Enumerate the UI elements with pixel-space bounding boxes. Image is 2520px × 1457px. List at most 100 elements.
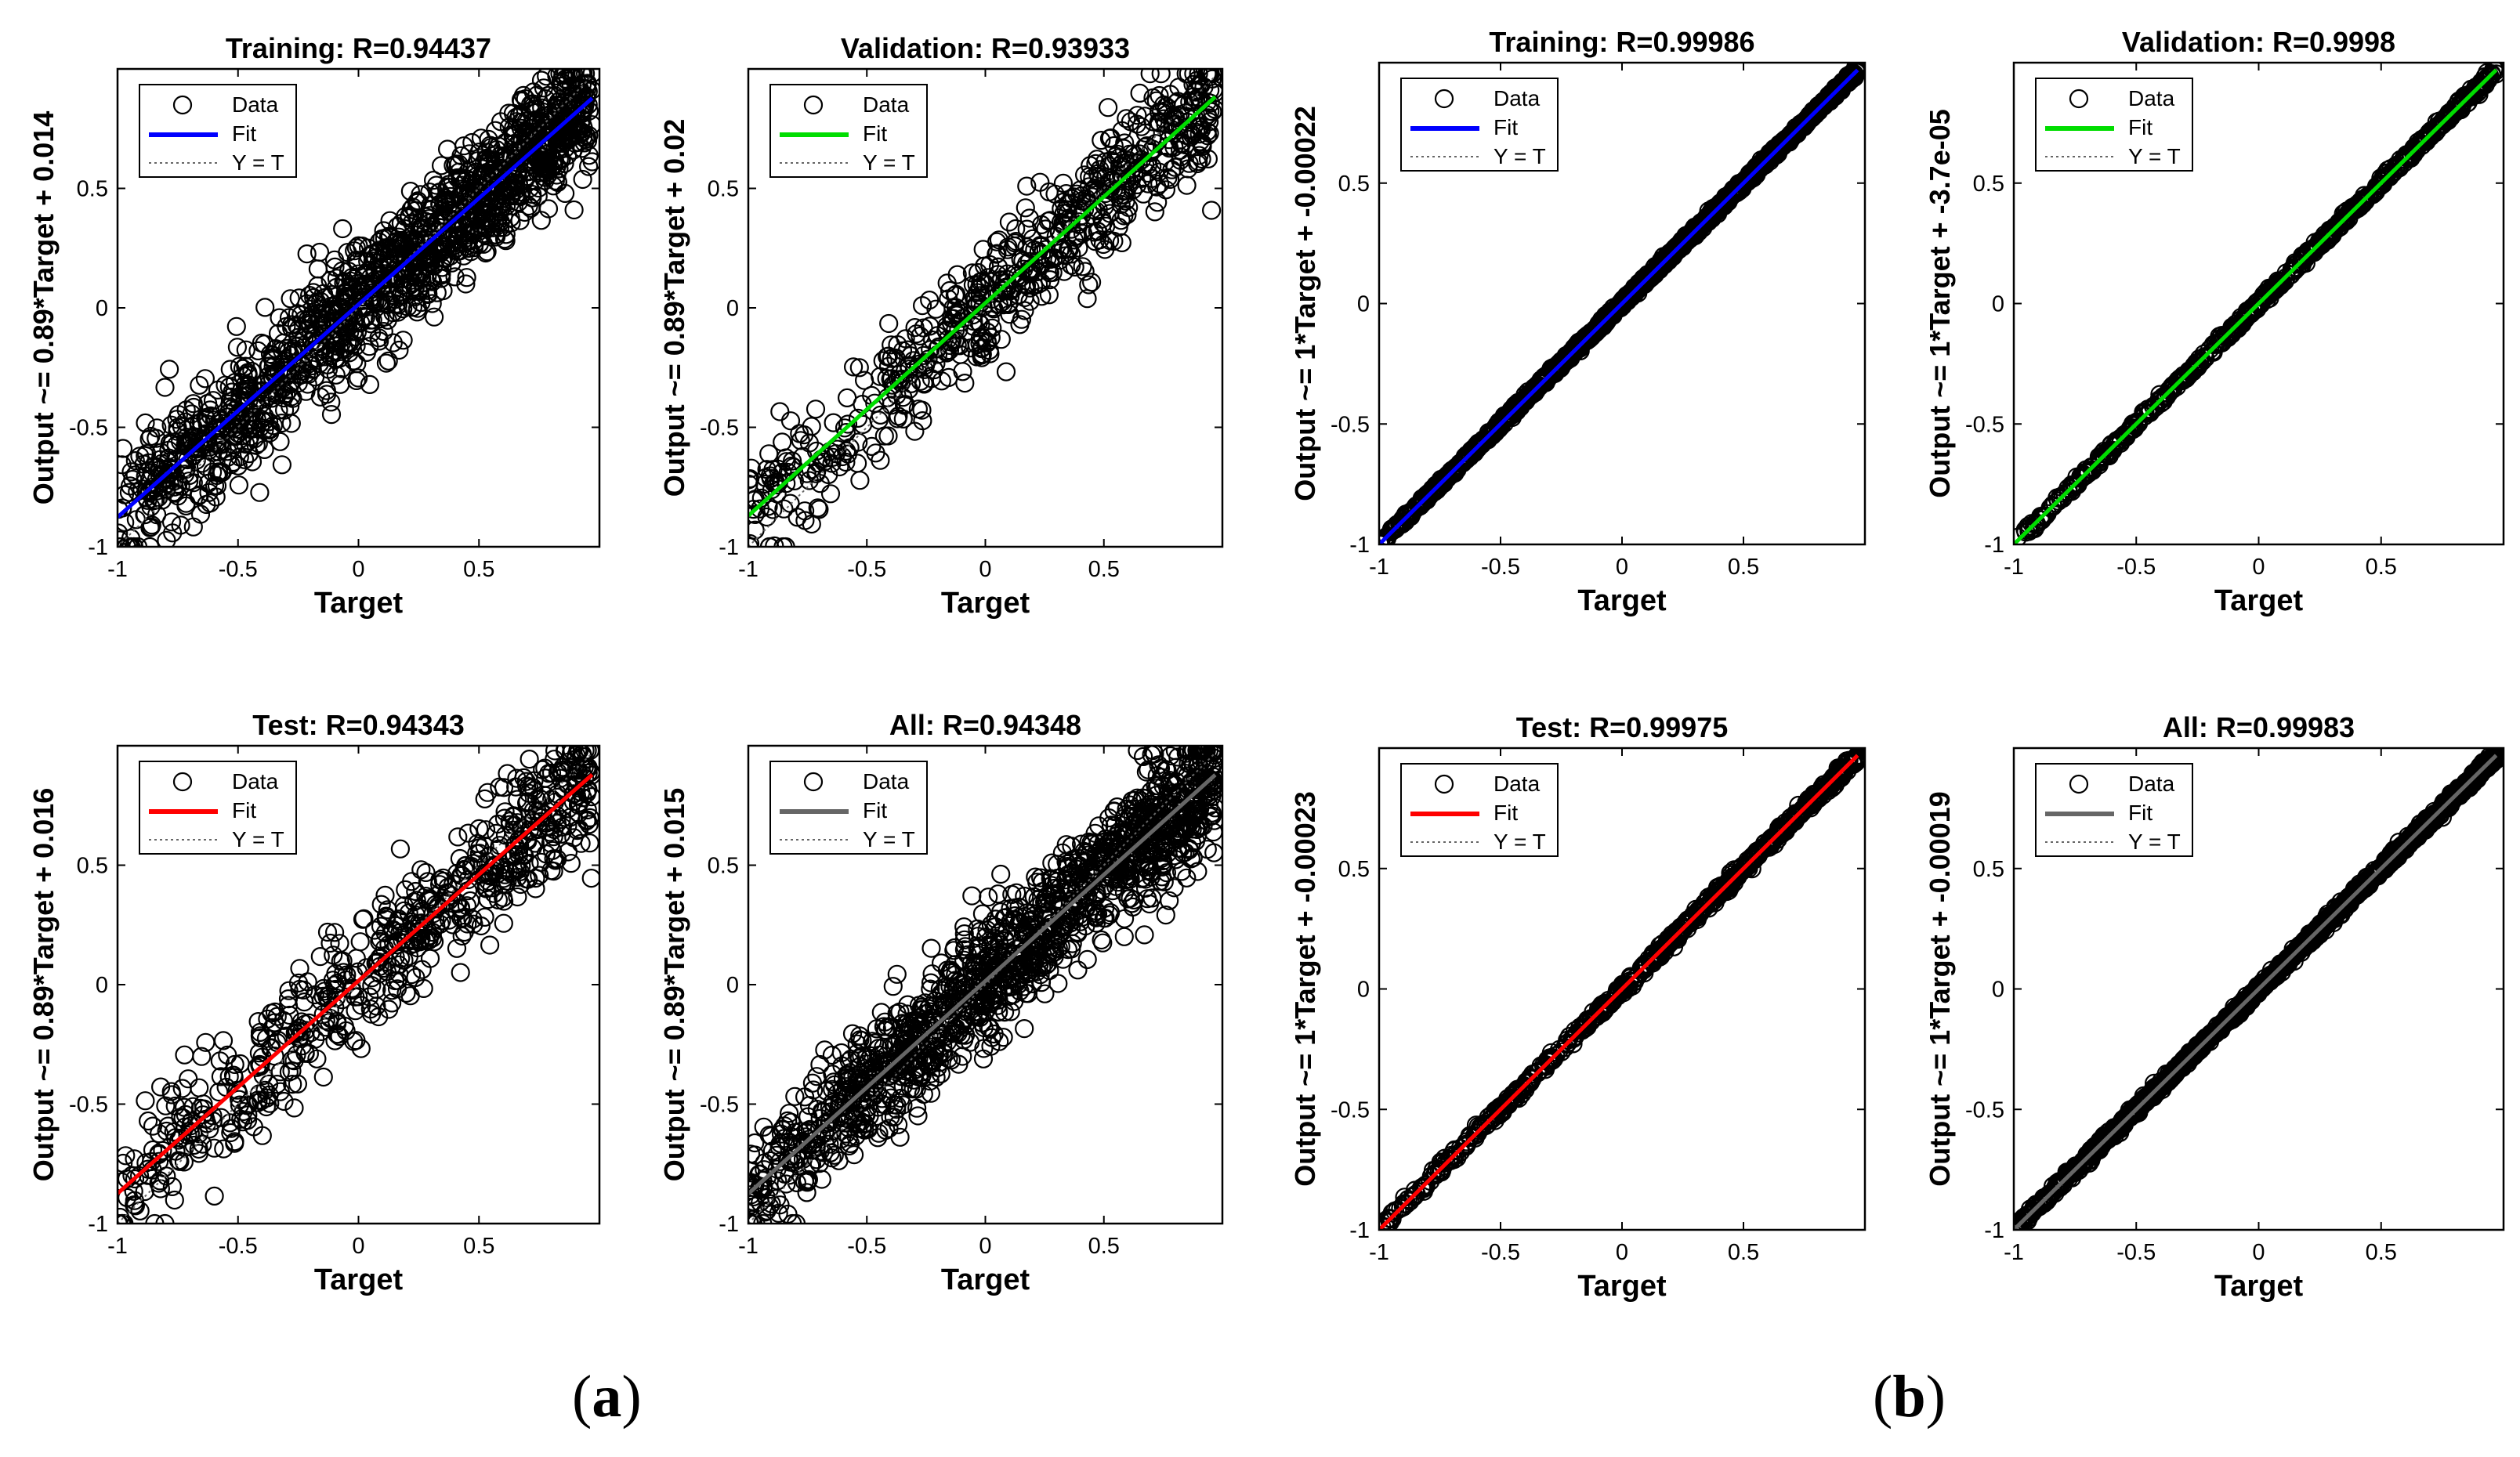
data-point (302, 360, 322, 379)
data-point (476, 243, 495, 263)
data-point (2014, 527, 2028, 544)
data-point (255, 298, 275, 317)
data-point (535, 758, 555, 778)
data-point (139, 1111, 158, 1131)
data-point (1038, 212, 1058, 231)
data-point (363, 310, 382, 330)
data-point (490, 218, 510, 237)
data-point (225, 1054, 244, 1075)
data-point (476, 820, 496, 840)
data-point (448, 827, 468, 847)
data-point (221, 1123, 241, 1143)
data-point (285, 1023, 305, 1043)
data-point (2237, 306, 2257, 325)
legend-data-marker (1434, 89, 1454, 109)
data-point (225, 1132, 244, 1152)
data-point (996, 362, 1016, 381)
data-point (325, 923, 345, 942)
data-point (806, 400, 826, 419)
data-point (219, 1067, 239, 1086)
data-point (130, 1201, 150, 1221)
data-point (1095, 183, 1116, 204)
data-point (1017, 176, 1037, 196)
data-point (2347, 197, 2366, 217)
data-point (1198, 69, 1218, 84)
data-point (987, 244, 1006, 264)
data-point (2475, 72, 2494, 92)
data-point (287, 316, 306, 335)
data-point (548, 784, 567, 804)
data-point (320, 933, 340, 953)
data-point (1426, 475, 1446, 495)
data-point (178, 1125, 197, 1145)
data-point (1465, 443, 1484, 463)
data-point (342, 980, 361, 1000)
data-point (320, 985, 339, 1005)
data-point (208, 462, 228, 482)
legend-label: Data (232, 92, 279, 117)
data-point (229, 475, 248, 495)
data-point (1084, 222, 1104, 242)
data-point (569, 132, 588, 152)
data-point (140, 537, 160, 547)
data-point (750, 499, 770, 519)
data-point (326, 964, 346, 984)
data-point (955, 374, 975, 393)
data-point (205, 1138, 224, 1158)
data-point (2015, 520, 2035, 540)
data-point (125, 1196, 145, 1216)
data-point (463, 909, 483, 929)
data-point (457, 896, 477, 916)
data-point (1204, 99, 1222, 119)
data-point (160, 433, 179, 453)
data-point (1104, 136, 1124, 156)
data-point (488, 864, 508, 884)
data-point (1629, 279, 1649, 298)
data-point (1508, 397, 1528, 418)
data-point (961, 338, 980, 358)
data-point (544, 861, 563, 881)
data-point (141, 517, 161, 537)
data-point (1145, 202, 1164, 222)
data-point (782, 451, 802, 471)
fit-line (1379, 68, 1859, 544)
data-point (260, 1094, 280, 1113)
fit-line (118, 96, 594, 519)
data-point (260, 423, 280, 443)
data-point (1112, 233, 1131, 252)
x-axis-label: Target (314, 587, 404, 620)
data-point (2420, 128, 2439, 147)
data-point (334, 963, 353, 982)
legend-box (1400, 78, 1559, 172)
data-point (946, 298, 966, 317)
data-point (203, 462, 223, 482)
y-tick-label: 0.5 (708, 177, 739, 202)
data-point (556, 80, 576, 99)
data-point (118, 537, 129, 547)
data-point (190, 504, 211, 524)
data-point (190, 375, 209, 395)
data-point (118, 455, 132, 475)
data-point (491, 112, 511, 132)
data-point (161, 512, 182, 532)
data-point (843, 357, 864, 377)
data-point (400, 182, 421, 201)
data-point (1130, 83, 1150, 103)
x-tick-label: 0 (979, 557, 991, 582)
data-point (205, 1186, 224, 1206)
y-tick-label: -1 (719, 535, 739, 560)
data-point (1379, 526, 1397, 544)
legend-data-marker (172, 95, 193, 115)
data-point (310, 354, 329, 374)
data-point (360, 374, 379, 394)
data-point (416, 862, 436, 883)
data-point (2194, 344, 2214, 363)
data-point (320, 270, 340, 290)
data-point (151, 1077, 171, 1097)
data-point (456, 856, 476, 876)
data-point (994, 278, 1014, 298)
data-point (302, 331, 321, 351)
data-point (1688, 219, 1707, 238)
data-point (453, 908, 472, 927)
